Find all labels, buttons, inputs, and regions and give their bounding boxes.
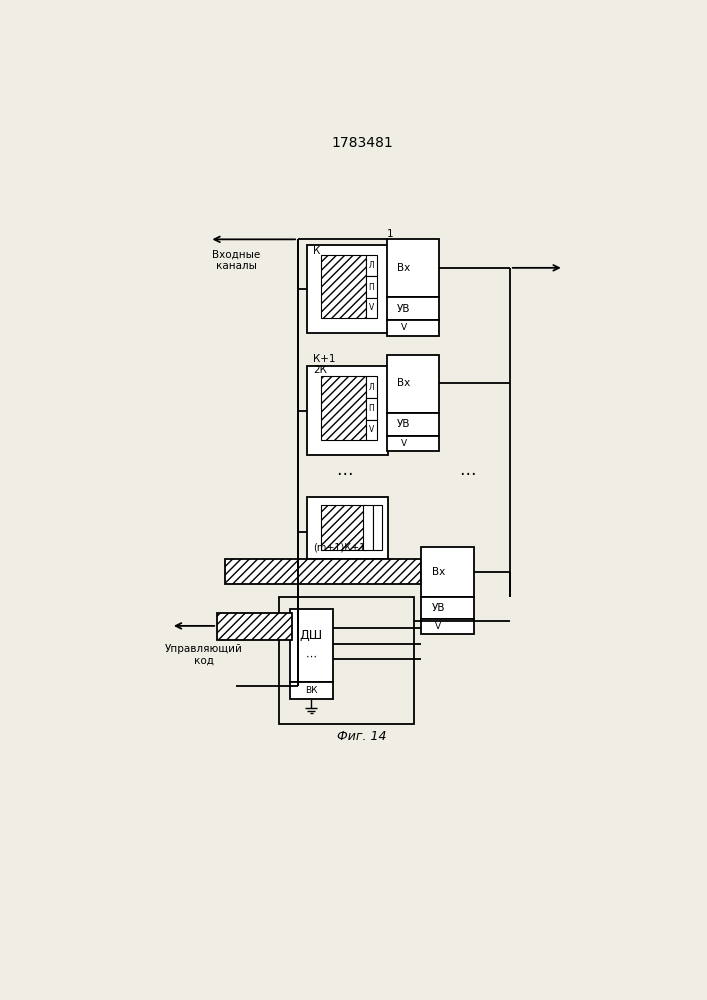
Bar [387,239,439,297]
Bar [279,597,414,724]
Text: Вх: Вх [397,378,410,388]
Text: 2К: 2К [313,365,327,375]
Text: (m+1)К+1: (m+1)К+1 [313,542,366,552]
Bar [225,559,421,584]
Bar [366,398,377,420]
Text: П: П [368,283,374,292]
Text: ⋯: ⋯ [305,652,317,662]
Bar [291,609,333,682]
Bar [387,297,439,320]
Bar [421,619,474,634]
Text: V: V [368,303,374,312]
Text: Фиг. 14: Фиг. 14 [337,730,387,742]
Text: К: К [313,246,321,256]
Bar [321,255,366,318]
Text: Входные
каналы: Входные каналы [212,249,261,271]
Text: ДШ: ДШ [300,629,322,642]
Text: V: V [435,622,441,631]
Bar [366,420,377,440]
Bar [217,613,292,640]
Bar [387,355,439,413]
Text: V: V [400,323,407,332]
Text: УВ: УВ [397,304,410,314]
Bar [387,413,439,436]
Text: 1: 1 [387,229,393,239]
Bar [321,505,366,550]
Bar [387,320,439,336]
Bar [308,366,388,455]
Bar [366,255,377,276]
Bar [421,597,474,619]
Bar [291,682,333,699]
Text: Л: Л [368,383,374,392]
Bar [373,505,382,550]
Text: ВК: ВК [305,686,317,695]
Text: УВ: УВ [397,419,410,429]
Bar [387,436,439,451]
Bar [421,547,474,597]
Text: К+1: К+1 [313,354,336,364]
Text: Управляющий
код: Управляющий код [165,644,243,666]
Text: УВ: УВ [431,603,445,613]
Bar [321,376,366,440]
Bar [363,505,373,550]
Text: ⋯: ⋯ [459,465,476,483]
Text: Вх: Вх [397,263,410,273]
Bar [308,245,388,333]
Text: Вх: Вх [431,567,445,577]
Text: 1783481: 1783481 [331,136,393,150]
Bar [366,376,377,398]
Text: Л: Л [368,261,374,270]
Bar [366,298,377,318]
Text: ⋯: ⋯ [336,465,353,483]
Text: V: V [368,425,374,434]
Text: П: П [368,404,374,413]
Bar [308,497,388,559]
Text: V: V [400,439,407,448]
Bar [366,276,377,298]
